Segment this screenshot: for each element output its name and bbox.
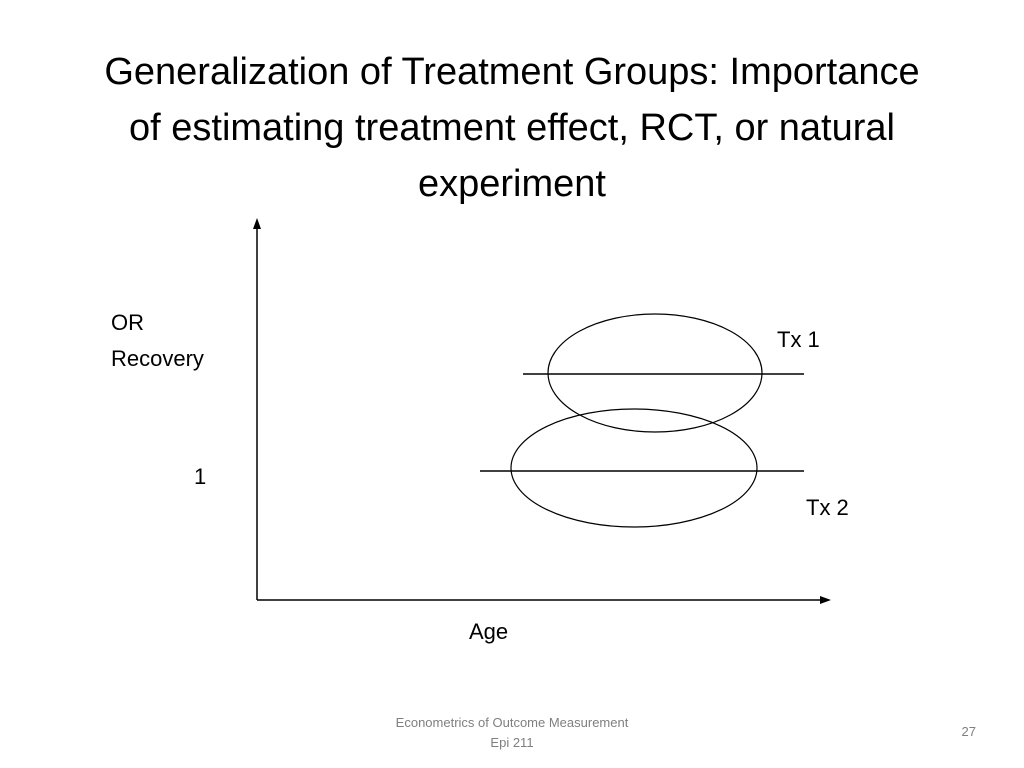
title-line-3: experiment (418, 163, 606, 205)
tx2-ellipse (510, 408, 758, 528)
tx1-ellipse (547, 313, 763, 433)
tx1-label: Tx 1 (777, 327, 820, 352)
page-number: 27 (961, 724, 976, 739)
y-axis-arrowhead (253, 218, 261, 229)
y-axis-label: OR Recovery (111, 305, 204, 377)
footer-line-1: Econometrics of Outcome Measurement (395, 715, 629, 730)
tx2-label: Tx 2 (806, 495, 849, 520)
x-axis-arrowhead (820, 596, 831, 604)
x-axis-label: Age (469, 619, 509, 644)
footer-line-2: Epi 211 (490, 735, 534, 750)
y-axis-label-line-2: Recovery (111, 346, 204, 371)
title-line-2: of estimating treatment effect, RCT, or … (129, 107, 895, 149)
slide-footer: Econometrics of Outcome Measurement Epi … (312, 713, 712, 753)
y-axis-label-line-1: OR (111, 310, 144, 335)
reference-tick-label: 1 (194, 464, 207, 489)
title-line-1: Generalization of Treatment Groups: Impo… (104, 51, 920, 93)
slide-title: Generalization of Treatment Groups: Impo… (40, 44, 984, 212)
